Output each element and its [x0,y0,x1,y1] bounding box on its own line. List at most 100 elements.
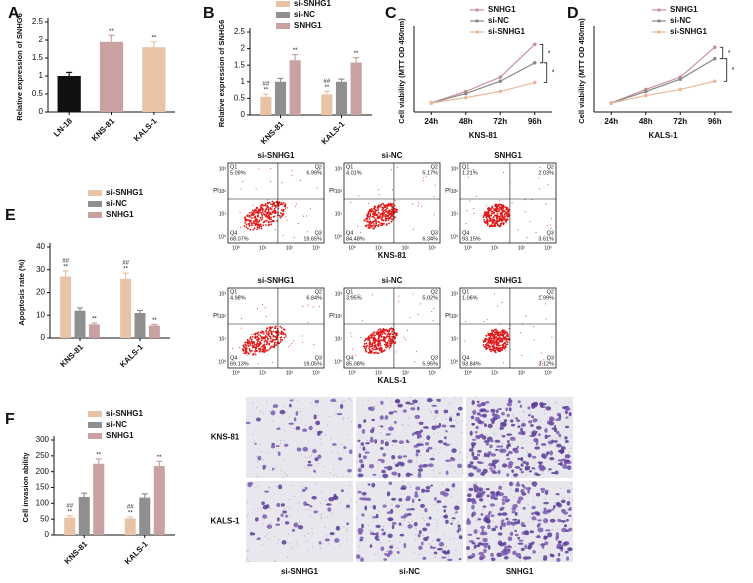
pore [266,452,268,454]
event-dot [493,293,495,295]
event-dot [495,214,498,217]
event-dot [371,345,374,348]
significance-label: * [548,50,551,57]
event-dot [391,220,393,222]
event-dot [464,230,466,232]
pore [434,416,436,418]
cell [450,522,454,525]
event-dot [264,337,266,340]
pore [256,455,258,458]
cell [407,512,412,516]
event-dot [464,359,466,361]
legend-marker [475,8,479,12]
pore [458,533,460,535]
cell [443,409,449,414]
pore [317,462,319,464]
cell [503,419,508,423]
event-dot [487,339,490,341]
cell [399,533,405,537]
pore [462,469,464,471]
event-dot [273,201,275,204]
pore [437,431,439,434]
pore [418,402,420,405]
event-dot [387,219,390,222]
event-dot [260,225,263,228]
event-dot [279,216,282,219]
event-dot [484,339,486,342]
event-dot [267,199,269,201]
pore [367,524,369,526]
cell [520,427,523,432]
cell [380,425,384,428]
cell [397,455,403,460]
event-dot [372,227,374,230]
event-dot [378,189,380,191]
bar [120,278,132,338]
cell [564,425,570,429]
event-dot [501,212,504,215]
pore [432,540,434,542]
legend-swatch [276,23,290,29]
pore [542,470,545,472]
event-dot [265,224,267,226]
plot-title: SNHG1 [494,276,522,285]
pore [432,454,434,456]
cell [531,541,535,544]
cell [332,495,339,501]
event-dot [395,351,397,353]
pore [540,522,542,525]
event-dot [248,224,251,227]
cell [542,510,549,515]
event-dot [417,205,419,207]
cell [426,435,431,441]
pore [327,543,330,545]
event-dot [253,333,256,336]
point [532,80,537,85]
event-dot [505,339,508,342]
cell [271,467,275,471]
y-tick-label: 0.5 [234,94,246,103]
event-dot [244,216,247,219]
event-dot [495,336,498,338]
cell [480,513,484,516]
pore [555,437,558,439]
cell [325,503,332,506]
cell [506,520,512,526]
pore [472,548,475,551]
pore [303,486,306,489]
x-tick-label: 10⁰ [464,245,472,251]
x-tick-label: 10⁰ [232,370,240,376]
event-dot [375,209,378,212]
event-dot [425,175,427,177]
row-label: KNS-81 [211,433,240,442]
pore [402,524,404,527]
pore [467,558,470,560]
event-dot [274,336,277,338]
bar [88,324,100,338]
pore [276,486,278,488]
event-dot [273,208,276,210]
pore [324,500,327,502]
event-dot [485,334,488,337]
pore [349,485,351,487]
legend-label: SNHG1 [106,431,134,440]
cell [471,497,475,503]
event-dot [261,217,264,219]
event-dot [246,219,249,221]
cell [456,412,460,417]
pore [260,451,262,453]
pore [307,533,309,535]
event-dot [490,341,492,344]
pore [366,439,369,441]
pore [289,515,291,517]
event-dot [501,301,503,303]
event-dot [251,212,254,215]
pore [258,444,261,446]
cell [329,532,335,536]
event-dot [284,203,287,206]
cell [466,520,472,526]
pore [569,553,571,555]
event-dot [257,338,260,341]
pore [522,545,524,547]
cell [474,416,481,422]
